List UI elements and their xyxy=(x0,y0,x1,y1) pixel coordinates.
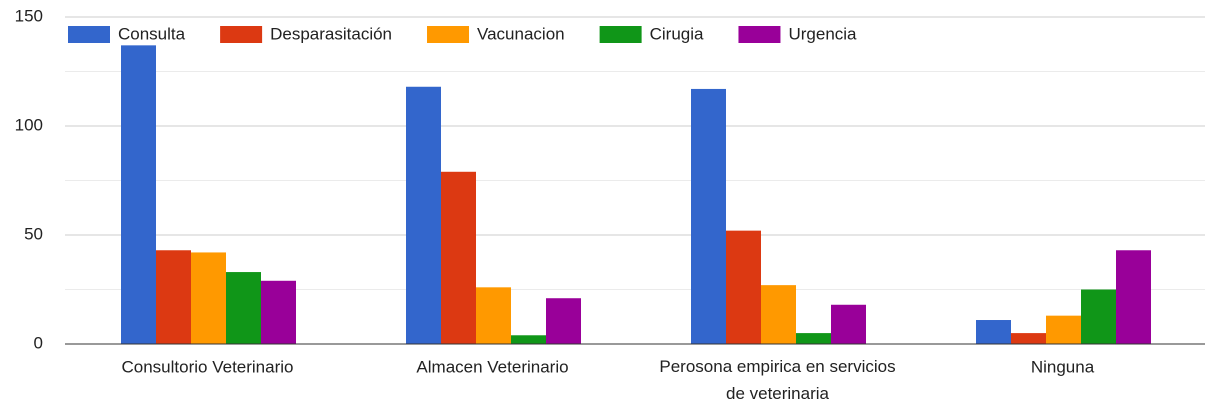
bar xyxy=(441,171,476,344)
x-tick-label: Consultorio Veterinario xyxy=(122,357,294,376)
bar xyxy=(796,333,831,344)
x-tick-label: Ninguna xyxy=(1031,357,1095,376)
legend-label: Vacunacion xyxy=(477,24,565,43)
legend-label: Desparasitación xyxy=(270,24,392,43)
bar xyxy=(1011,333,1046,344)
bar xyxy=(1081,289,1116,344)
bar xyxy=(511,335,546,344)
y-tick-label: 150 xyxy=(15,6,43,25)
x-tick-label: Almacen Veterinario xyxy=(416,357,568,376)
legend-swatch xyxy=(738,26,781,43)
bar xyxy=(546,298,581,344)
legend-label: Cirugia xyxy=(650,24,704,43)
label-line: Perosona empirica en servicios xyxy=(659,357,895,376)
bar xyxy=(476,287,511,344)
legend-label: Consulta xyxy=(118,24,186,43)
legend-swatch xyxy=(427,26,470,43)
bar xyxy=(156,250,191,344)
bar xyxy=(691,88,726,344)
bar xyxy=(1116,250,1151,344)
bar xyxy=(831,304,866,344)
x-tick-label: Perosona empirica en servicios de veterin… xyxy=(659,357,895,403)
bar xyxy=(761,285,796,344)
y-tick-label: 100 xyxy=(15,115,43,134)
bar xyxy=(191,252,226,344)
bar xyxy=(976,320,1011,344)
y-tick-label: 0 xyxy=(34,333,43,352)
bar xyxy=(121,45,156,345)
y-tick-label: 50 xyxy=(24,224,43,243)
legend-swatch xyxy=(68,26,110,43)
bar xyxy=(726,230,761,344)
bar xyxy=(261,280,296,344)
bar xyxy=(1046,315,1081,344)
label-line: de veterinaria xyxy=(726,384,830,403)
bar xyxy=(406,86,441,344)
legend-swatch xyxy=(599,26,642,43)
legend-label: Urgencia xyxy=(788,24,857,43)
bar xyxy=(226,272,261,344)
legend-swatch xyxy=(220,26,263,43)
